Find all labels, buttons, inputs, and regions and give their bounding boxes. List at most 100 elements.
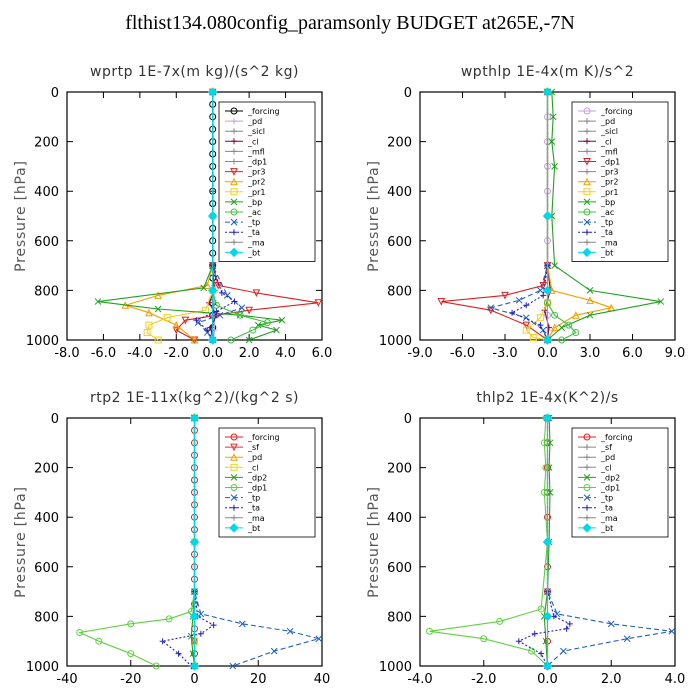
data-point	[542, 537, 553, 547]
legend-marker	[231, 118, 237, 125]
data-point	[165, 615, 173, 623]
data-point	[286, 627, 294, 635]
legend-entry: _pr2	[247, 178, 265, 187]
data-point	[231, 298, 238, 305]
data-point	[515, 638, 522, 645]
data-point	[558, 336, 566, 344]
data-point	[523, 302, 530, 309]
y-tick-label: 400	[34, 185, 59, 200]
data-point	[565, 321, 573, 329]
legend-entry: _forcing	[600, 107, 633, 116]
legend-marker	[230, 453, 238, 461]
legend-entry: _pr3	[247, 168, 265, 177]
legend-marker	[584, 454, 590, 461]
legend-entry: _sf	[247, 443, 259, 452]
data-point	[204, 327, 211, 334]
legend-marker	[231, 229, 237, 236]
x-tick-label: -20	[120, 672, 141, 687]
data-point	[181, 316, 190, 325]
data-point	[208, 87, 218, 97]
data-point	[566, 620, 573, 627]
y-tick-label: 1000	[26, 334, 59, 349]
data-point	[586, 311, 594, 319]
data-point	[537, 287, 544, 294]
series-line	[123, 92, 214, 341]
data-point	[249, 326, 257, 334]
legend-marker	[230, 474, 238, 481]
y-tick-label: 400	[34, 511, 59, 526]
data-point	[501, 291, 509, 300]
data-point	[216, 311, 224, 319]
chart-panel-top-left: wprtp 1E-7x(m kg)/(s^2 kg) Pressure [hPa]…	[13, 64, 332, 361]
data-point	[187, 632, 195, 640]
legend-entry: _mfl	[600, 147, 618, 156]
y-tick-label: 800	[387, 610, 412, 625]
legend-marker	[229, 247, 239, 258]
data-point	[154, 336, 162, 344]
data-point	[572, 311, 580, 319]
y-tick-label: 200	[387, 136, 412, 151]
legend-entry: _ta	[600, 504, 613, 513]
legend-marker	[230, 198, 238, 206]
data-point	[515, 296, 523, 304]
legend-marker	[231, 514, 237, 521]
legend-marker	[231, 128, 237, 135]
data-point	[200, 284, 207, 292]
data-point	[76, 629, 84, 637]
legend-entry: _forcing	[247, 433, 280, 442]
x-tick-label: 40	[314, 672, 331, 687]
legend-marker	[584, 514, 590, 521]
data-point	[551, 311, 559, 319]
legend-entry: _pd	[600, 453, 615, 462]
legend-box	[218, 427, 316, 538]
data-point	[623, 635, 631, 643]
legend-marker	[583, 107, 591, 115]
y-tick-label: 200	[34, 136, 59, 151]
series-line	[77, 418, 196, 667]
legend-marker	[584, 118, 590, 125]
legend-marker	[230, 433, 238, 441]
data-point	[208, 335, 218, 345]
data-point	[586, 287, 594, 294]
data-point	[263, 319, 271, 327]
data-point	[480, 635, 488, 643]
x-tick-label: 2.0	[239, 346, 260, 361]
legend-entry: _bp	[247, 198, 262, 207]
data-point	[218, 289, 225, 296]
data-point	[236, 311, 244, 319]
x-tick-label: 0	[190, 672, 198, 687]
data-point	[154, 291, 162, 299]
data-point	[172, 326, 181, 335]
series-line	[510, 92, 549, 341]
data-point	[668, 627, 676, 635]
x-tick-label: 6.0	[312, 346, 333, 361]
x-tick-label: 4.0	[665, 672, 686, 687]
legend-marker	[582, 247, 592, 258]
legend-entry: _pd	[247, 117, 262, 126]
data-point	[657, 298, 665, 305]
legend-entry: _dp1	[600, 158, 620, 167]
legend-marker	[582, 523, 592, 533]
data-point	[542, 285, 553, 296]
y-tick-label: 400	[387, 185, 412, 200]
y-axis-label: Pressure [hPa]	[366, 486, 382, 598]
y-tick-label: 0	[51, 412, 59, 427]
legend-marker	[230, 484, 238, 491]
data-point	[522, 321, 531, 330]
data-point	[537, 605, 545, 613]
legend-entry: _tp	[600, 218, 613, 227]
legend-marker	[230, 463, 238, 471]
data-point	[542, 661, 553, 671]
data-point	[94, 298, 102, 305]
y-tick-label: 1000	[379, 334, 412, 349]
data-point	[229, 662, 237, 670]
legend-marker	[583, 494, 591, 501]
chart-title: rtp2 1E-11x(kg^2)/(kg^2 s)	[90, 390, 299, 406]
y-tick-label: 200	[34, 462, 59, 477]
data-point	[563, 625, 570, 632]
data-point	[189, 611, 200, 622]
x-tick-label: -4.0	[407, 672, 432, 687]
data-point	[572, 329, 580, 337]
x-tick-label: 0.0	[537, 346, 558, 361]
data-point	[531, 630, 538, 637]
